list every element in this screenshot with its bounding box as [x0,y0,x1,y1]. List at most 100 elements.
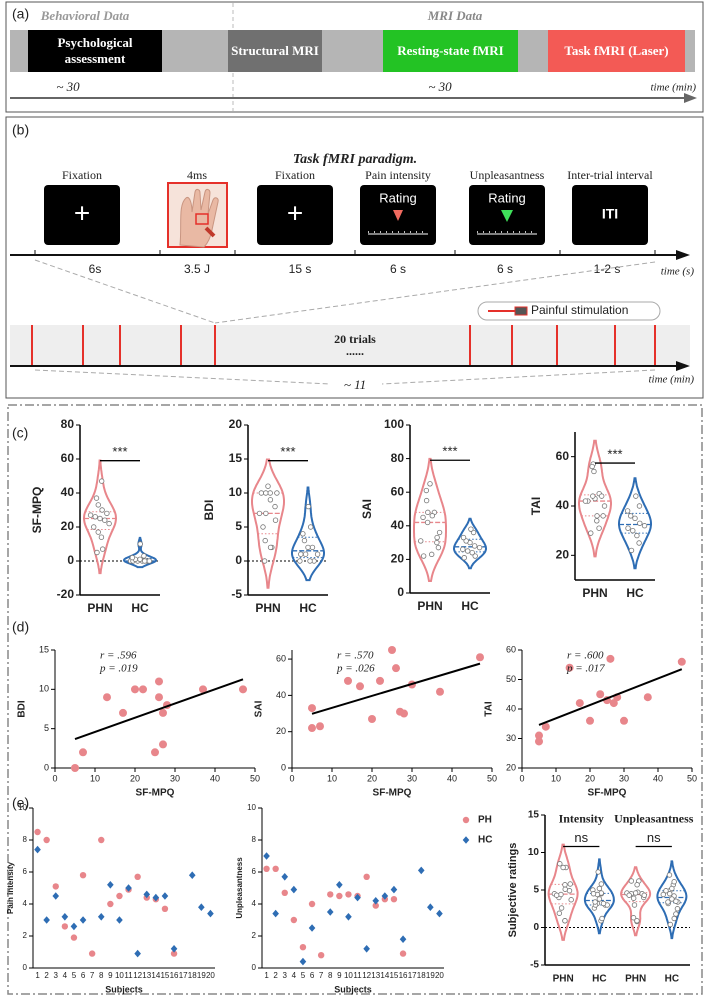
data-point [70,934,78,941]
x-tick-label: 6 [81,971,86,980]
x-tick-label: 0 [289,773,294,783]
data-point [336,881,343,889]
data-point [557,861,563,867]
data-point [673,898,679,904]
x-tick-label: 50 [487,773,497,783]
y-tick-label: 40 [276,690,286,700]
data-point [429,513,435,519]
y-tick-label: 0 [44,762,49,772]
x-axis-label: SF-MPQ [588,788,627,799]
data-point [263,510,269,517]
section-label: Behavioral Data [40,8,130,23]
x-tick-label: 4 [63,971,68,980]
data-point [265,483,271,489]
data-point [316,722,324,731]
data-point [263,865,270,872]
data-point [290,885,298,894]
y-tick-label: 8 [23,835,28,844]
data-point [420,514,426,521]
data-point [590,493,596,499]
x-tick-label: HC [592,974,606,985]
x-tick-label: 7 [319,971,324,980]
x-tick-label: 10 [115,971,124,980]
data-point [43,836,50,844]
group-label: Intensity [559,811,604,825]
step-label: Unpleasantness [470,168,545,182]
y-tick-label: 20 [556,548,570,562]
rating-marker [501,210,513,222]
data-point [620,716,628,725]
group-label: Unpleasantness [614,811,694,825]
fit-line [311,662,481,715]
x-tick-label: 10 [344,971,353,980]
block-label: Resting-state fMRI [397,43,504,58]
data-point [388,646,396,654]
y-tick-label: 100 [384,417,404,431]
y-tick-label: 10 [247,803,256,812]
x-tick-label: HC [626,586,644,600]
block-text: Structural MRI [231,43,319,58]
y-tick-label: 2 [252,931,257,940]
data-point [599,915,605,922]
data-point [565,663,574,672]
data-point [429,551,435,558]
data-point [308,724,316,733]
data-point [131,685,139,694]
x-tick-label: 18 [188,971,197,980]
data-point [99,507,105,513]
data-point [471,543,478,549]
data-point [281,873,289,881]
block-label: Psychological assessment [57,35,132,66]
data-point [256,510,263,517]
y-tick-label: 20 [61,519,75,533]
stat-annotation: p = .017 [566,663,605,675]
zoom-line [214,261,656,324]
data-point [298,551,304,557]
data-point [624,508,631,514]
data-point [267,497,274,503]
y-tick-label: 20 [391,552,405,566]
legend-marker [462,836,470,844]
x-tick-label: 50 [687,773,697,783]
x-tick-label: 10 [327,773,337,783]
y-tick-label: 20 [506,762,516,772]
data-point [434,539,440,546]
x-tick-label: 20 [435,971,444,980]
data-point [634,918,640,924]
data-point [91,524,97,530]
stat-annotation: p = .026 [336,663,375,675]
data-point [104,510,110,517]
x-tick-label: 15 [389,971,398,980]
x-tick-label: PHN [553,974,574,985]
y-axis-label: Subjective ratings [507,843,519,938]
x-tick-label: 10 [90,773,100,783]
legend-label: HC [478,835,492,846]
data-point [589,463,595,470]
data-point [626,892,632,898]
data-point [598,881,605,887]
data-point [363,873,370,880]
span-line [34,369,331,385]
x-tick-label: PHN [417,599,442,613]
step-label: 4ms [187,168,207,182]
duration: 15 s [289,262,312,276]
data-point [258,490,265,496]
data-point [274,490,280,496]
trials-label: 20 trials [334,332,376,346]
total-duration: ~ 11 [344,377,366,392]
y-axis-label: TAI [484,701,495,717]
data-point [151,748,159,757]
data-point [372,897,380,905]
data-point [345,891,352,898]
data-point [79,748,87,757]
x-tick-label: 9 [108,971,113,980]
laser [204,226,216,238]
x-tick-label: 0 [52,773,57,783]
ellipsis: ...... [346,344,364,358]
y-tick-label: 5 [44,723,49,733]
data-point [99,546,106,552]
data-point [98,836,105,844]
duration: 3.5 J [184,262,210,276]
x-tick-label: HC [461,599,479,613]
panel-frame [5,1,704,113]
